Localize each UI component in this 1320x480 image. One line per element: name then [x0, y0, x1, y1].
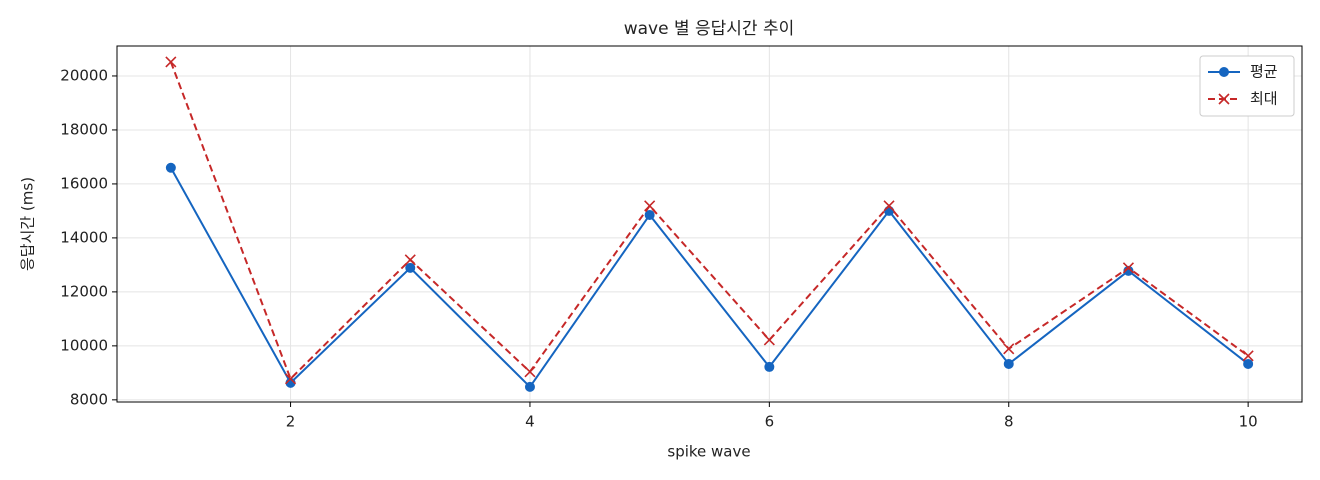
legend-label: 평균: [1250, 63, 1278, 81]
x-tick-label: 2: [286, 413, 296, 431]
point: [763, 334, 775, 346]
series-line: [169, 61, 1249, 381]
legend-box: [1199, 55, 1295, 117]
point: [165, 56, 177, 68]
point: [884, 205, 895, 216]
point: [524, 381, 535, 392]
legend-marker: [1219, 67, 1229, 77]
y-axis-label: 응답시간 (ms): [19, 177, 37, 271]
point: [1123, 265, 1134, 276]
x-tick-label: 4: [525, 413, 535, 431]
point: [883, 200, 895, 212]
legend-marker: [1218, 93, 1230, 105]
point: [404, 254, 416, 266]
point: [165, 162, 176, 173]
point: [764, 361, 775, 372]
y-tick-label: 20000: [60, 66, 108, 84]
x-tick-label: 10: [1239, 413, 1258, 431]
series-line: [169, 167, 1249, 389]
chart-title: wave 별 응답시간 추이: [624, 19, 795, 39]
point: [1003, 343, 1015, 355]
x-tick-label: 8: [1004, 413, 1014, 431]
y-tick-label: 10000: [60, 336, 108, 354]
y-tick-label: 18000: [60, 120, 108, 138]
y-tick-label: 8000: [70, 390, 108, 408]
y-tick-label: 12000: [60, 282, 108, 300]
point: [1242, 350, 1254, 362]
point: [405, 262, 416, 273]
point: [644, 200, 656, 212]
point: [524, 366, 536, 378]
y-tick-label: 16000: [60, 174, 108, 192]
point: [1243, 358, 1254, 369]
point: [644, 209, 655, 220]
point: [284, 373, 297, 385]
plot-frame: [116, 45, 1303, 403]
x-tick-label: 6: [765, 413, 775, 431]
point: [1003, 358, 1014, 369]
point: [1122, 262, 1135, 274]
y-tick-label: 14000: [60, 228, 108, 246]
legend-label: 최대: [1250, 90, 1278, 108]
x-axis-label: spike wave: [667, 443, 750, 461]
